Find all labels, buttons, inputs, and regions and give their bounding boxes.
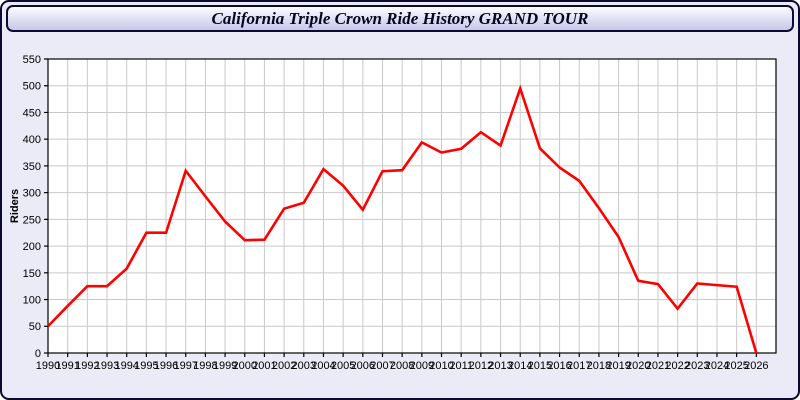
x-tick-label: 1991	[55, 360, 79, 372]
x-tick-label: 2015	[528, 360, 552, 372]
y-tick-label: 350	[23, 161, 41, 173]
x-tick-label: 2008	[390, 360, 414, 372]
x-tick-label: 2007	[370, 360, 394, 372]
y-tick-label: 150	[23, 268, 41, 280]
y-tick-label: 450	[23, 107, 41, 119]
x-tick-label: 2017	[567, 360, 591, 372]
x-tick-label: 1995	[134, 360, 158, 372]
x-tick-label: 2024	[705, 360, 729, 372]
x-tick-label: 2005	[331, 360, 355, 372]
x-tick-label: 2006	[351, 360, 375, 372]
x-axis-tick-labels: 1990199119921993199419951996199719981999…	[36, 360, 769, 372]
x-tick-label: 1990	[36, 360, 60, 372]
x-tick-label: 2010	[429, 360, 453, 372]
x-tick-label: 2004	[311, 360, 335, 372]
y-tick-label: 550	[23, 54, 41, 66]
x-tick-label: 2019	[606, 360, 630, 372]
title-bar: California Triple Crown Ride History GRA…	[6, 5, 794, 32]
y-tick-label: 0	[35, 348, 41, 360]
x-tick-label: 2016	[547, 360, 571, 372]
y-axis-tick-labels: 0 50 100 150 200 250 300 350 400 450 500 550	[23, 54, 41, 360]
x-tick-label: 2025	[724, 360, 748, 372]
x-tick-label: 1999	[213, 360, 237, 372]
x-tick-label: 1994	[114, 360, 138, 372]
y-tick-label: 50	[29, 321, 41, 333]
x-tick-label: 2014	[508, 360, 532, 372]
x-tick-label: 2026	[744, 360, 768, 372]
y-tick-label: 100	[23, 295, 41, 307]
y-tick-label: 250	[23, 214, 41, 226]
x-tick-label: 2012	[469, 360, 493, 372]
y-tick-label: 200	[23, 241, 41, 253]
x-tick-label: 2009	[410, 360, 434, 372]
x-tick-label: 2021	[646, 360, 670, 372]
plot-area	[48, 59, 776, 353]
x-tick-label: 1996	[154, 360, 178, 372]
x-tick-label: 1997	[173, 360, 197, 372]
x-tick-label: 2003	[292, 360, 316, 372]
series-line-riders	[47, 84, 758, 354]
x-tick-label: 2000	[233, 360, 257, 372]
x-tick-label: 2020	[626, 360, 650, 372]
x-tick-label: 1998	[193, 360, 217, 372]
chart-title: California Triple Crown Ride History GRA…	[211, 8, 589, 28]
axis-ticks	[44, 58, 757, 357]
x-tick-label: 2018	[587, 360, 611, 372]
x-tick-label: 2011	[449, 360, 473, 372]
y-tick-label: 500	[23, 81, 41, 93]
y-tick-label: 400	[23, 134, 41, 146]
y-axis-title: Riders	[9, 189, 21, 223]
plot-frame	[47, 58, 777, 354]
x-tick-label: 2002	[272, 360, 296, 372]
x-tick-label: 2001	[252, 360, 276, 372]
x-tick-label: 1992	[75, 360, 99, 372]
x-tick-label: 2022	[665, 360, 689, 372]
x-tick-label: 2023	[685, 360, 709, 372]
y-tick-label: 300	[23, 188, 41, 200]
x-tick-label: 1993	[95, 360, 119, 372]
x-tick-label: 2013	[488, 360, 512, 372]
